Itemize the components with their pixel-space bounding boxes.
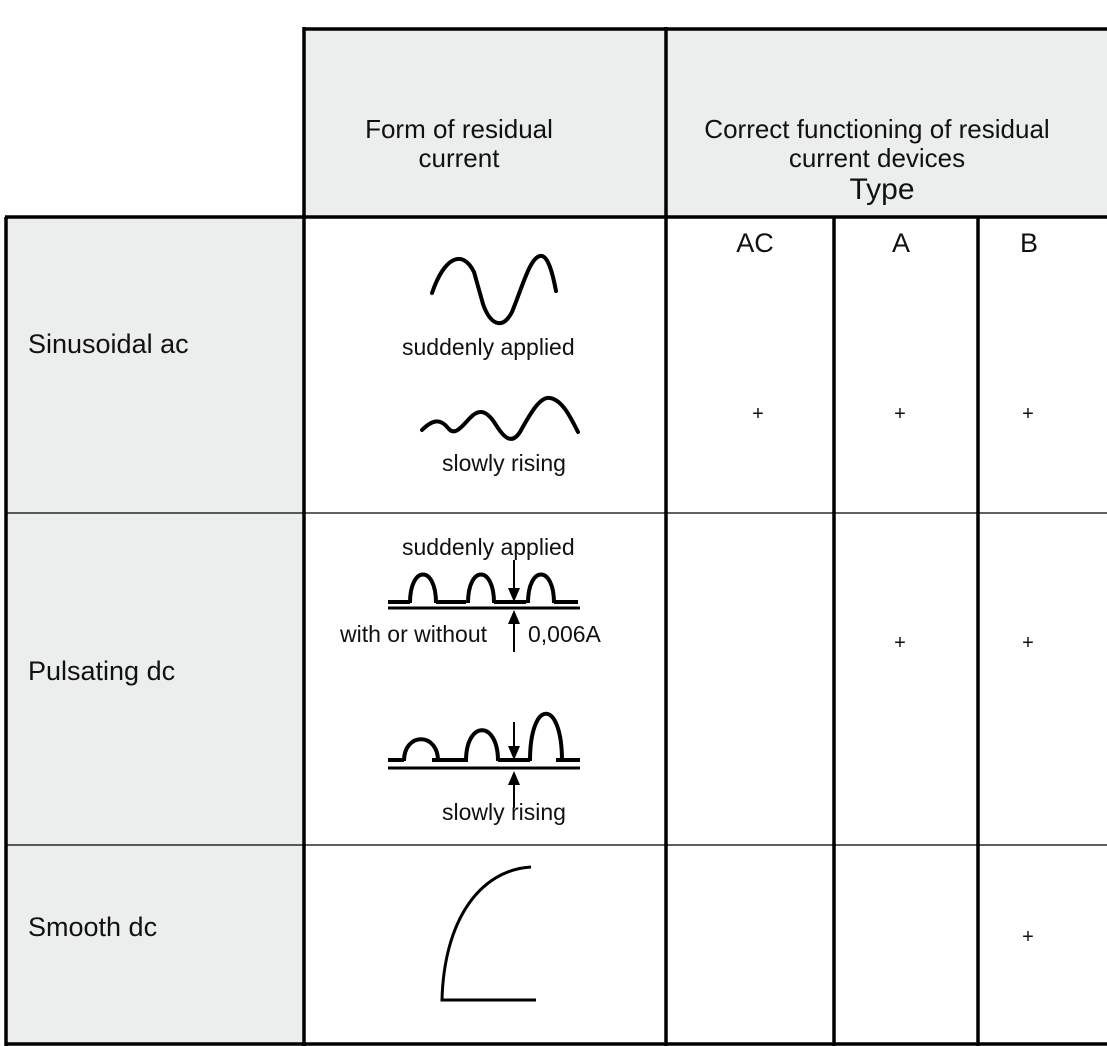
header-function-title: Correct functioning of residual current … xyxy=(670,115,1084,173)
type-a-label: A xyxy=(891,228,910,258)
mark-sinusoidal-ac-type-a: + xyxy=(894,403,906,425)
table-row-dividers xyxy=(6,512,1107,846)
row-label-smooth-dc: Smooth dc xyxy=(28,912,158,942)
mark-smooth-dc-type-b: + xyxy=(1022,926,1034,948)
arrow-down-icon xyxy=(508,588,520,602)
sine-suddenly-applied-icon xyxy=(430,254,558,326)
row-label-column-bg xyxy=(6,217,304,1044)
header-form-title: Form of residual current xyxy=(304,115,614,173)
table-thick-borders xyxy=(4,27,1107,1046)
caption-with-or-without: with or without xyxy=(340,621,488,647)
row-label-sinusoidal-ac: Sinusoidal ac xyxy=(28,329,189,359)
caption-slowly-rising: slowly rising xyxy=(442,799,566,825)
arrow-up-icon xyxy=(508,771,520,785)
header-form-bg xyxy=(304,29,666,217)
header-function-line-2: current devices xyxy=(788,143,966,173)
caption-slowly-rising: slowly rising xyxy=(442,450,566,476)
header-form-line-2: current xyxy=(418,143,500,173)
arrow-up-icon xyxy=(508,610,520,624)
header-function-bg xyxy=(666,29,1107,217)
row-label-pulsating-dc: Pulsating dc xyxy=(28,656,176,686)
pulsating-suddenly-applied-icon xyxy=(388,560,580,652)
mark-pulsating-dc-type-a: + xyxy=(894,632,906,654)
mark-sinusoidal-ac-type-b: + xyxy=(1022,403,1034,425)
header-function-line-1: Correct functioning of residual xyxy=(704,114,1050,144)
mark-sinusoidal-ac-type-ac: + xyxy=(752,403,764,425)
arrow-down-icon xyxy=(508,746,520,760)
header-form-line-1: Form of residual xyxy=(365,114,553,144)
caption-offset-value: 0,006A xyxy=(528,621,601,647)
type-ac-label: AC xyxy=(736,228,774,258)
smooth-dc-curve-icon xyxy=(440,865,536,1002)
sine-slowly-rising-icon xyxy=(420,395,580,441)
caption-suddenly-applied: suddenly applied xyxy=(402,334,575,360)
mark-pulsating-dc-type-b: + xyxy=(1022,632,1034,654)
pulsating-slowly-rising-icon xyxy=(388,712,580,808)
header-type-word: Type xyxy=(849,173,915,206)
type-b-label: B xyxy=(1019,228,1038,258)
caption-suddenly-applied: suddenly applied xyxy=(402,534,575,560)
